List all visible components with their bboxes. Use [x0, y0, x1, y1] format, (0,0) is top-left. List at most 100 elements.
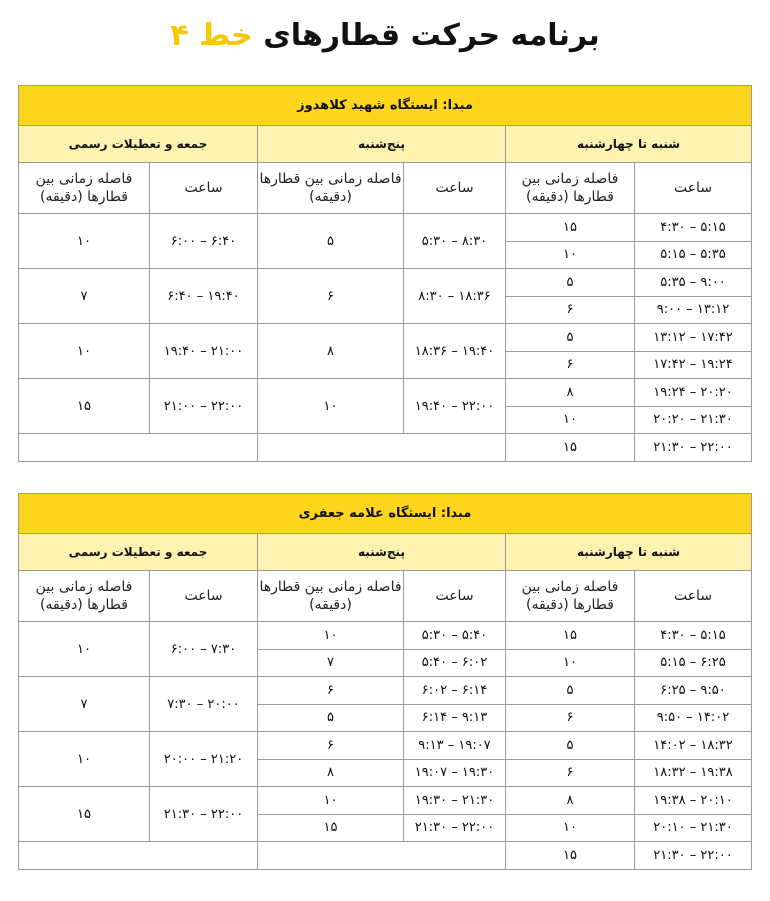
headway-minutes: ۱۰: [258, 622, 403, 649]
time-range: ۱۹:۰۷ – ۱۹:۳۰: [404, 759, 505, 786]
time-range-text: ۶:۴۰ – ۱۹:۴۰: [167, 288, 240, 304]
headway-minutes: ۸: [258, 759, 403, 786]
column-header-time-text: ساعت: [673, 180, 713, 196]
time-range: ۲۱:۳۰ – ۲۲:۰۰: [150, 787, 257, 841]
column-header-interval-text: فاصله زمانی بین قطارها (دقیقه): [259, 579, 402, 613]
empty-cell: [258, 434, 505, 461]
headway-minutes: ۷: [19, 677, 149, 731]
time-range-text: ۱۸:۳۲ – ۱۹:۳۸: [653, 765, 733, 781]
time-range-text: ۹:۱۳ – ۱۹:۰۷: [418, 737, 491, 753]
headway-minutes-text: ۱۵: [563, 627, 577, 643]
time-range: ۵:۳۰ – ۵:۴۰: [404, 622, 505, 649]
column-header-interval-text: فاصله زمانی بین قطارها (دقیقه): [521, 579, 619, 613]
time-range-text: ۱۹:۲۴ – ۲۰:۲۰: [653, 384, 733, 400]
time-range-text: ۱۹:۰۷ – ۱۹:۳۰: [414, 765, 495, 781]
time-range-text: ۱۹:۴۰ – ۲۱:۰۰: [163, 343, 244, 359]
time-range-text: ۱۳:۱۲ – ۱۷:۴۲: [653, 329, 733, 345]
day-header-text: شنبه تا چهارشنبه: [576, 545, 681, 559]
time-range: ۶:۰۰ – ۶:۴۰: [150, 214, 257, 268]
headway-minutes: ۸: [506, 379, 634, 406]
time-range-text: ۶:۰۰ – ۷:۳۰: [170, 641, 237, 657]
time-range: ۱۴:۰۲ – ۱۸:۳۲: [635, 732, 751, 759]
column-header-time-text: ساعت: [184, 588, 223, 604]
headway-minutes: ۸: [506, 787, 634, 814]
time-range-text: ۱۷:۴۲ – ۱۹:۲۴: [653, 357, 733, 373]
headway-minutes-text: ۶: [566, 302, 574, 318]
time-range-text: ۱۴:۰۲ – ۱۸:۳۲: [653, 737, 733, 753]
day-header: جمعه و تعطیلات رسمی: [19, 126, 257, 162]
headway-minutes-text: ۱۵: [563, 219, 577, 235]
column-header-interval-text: فاصله زمانی بین قطارها (دقیقه): [35, 579, 133, 613]
time-range: ۱۹:۳۸ – ۲۰:۱۰: [635, 787, 751, 814]
time-range: ۱۹:۲۴ – ۲۰:۲۰: [635, 379, 751, 406]
time-range: ۴:۳۰ – ۵:۱۵: [635, 214, 751, 241]
time-range-text: ۹:۰۰ – ۱۳:۱۲: [656, 302, 730, 318]
headway-minutes-text: ۱۰: [77, 751, 91, 767]
time-range: ۲۱:۳۰ – ۲۲:۰۰: [404, 814, 505, 841]
time-range: ۶:۱۴ – ۹:۱۳: [404, 704, 505, 731]
day-header: پنج‌شنبه: [258, 534, 505, 570]
time-range: ۴:۳۰ – ۵:۱۵: [635, 622, 751, 649]
headway-minutes: ۱۵: [506, 214, 634, 241]
headway-minutes: ۱۵: [19, 379, 149, 433]
day-header: شنبه تا چهارشنبه: [506, 534, 751, 570]
time-range: ۶:۲۵ – ۹:۵۰: [635, 677, 751, 704]
headway-minutes-text: ۱۰: [323, 792, 338, 808]
headway-minutes: ۶: [506, 704, 634, 731]
headway-minutes-text: ۱۵: [323, 820, 338, 836]
column-header-time: ساعت: [635, 163, 751, 213]
headway-minutes: ۱۵: [506, 434, 634, 461]
time-range-text: ۶:۲۵ – ۹:۵۰: [660, 682, 726, 698]
headway-minutes: ۷: [258, 649, 403, 676]
headway-minutes: ۵: [258, 704, 403, 731]
time-range-text: ۲۰:۲۰ – ۲۱:۳۰: [653, 412, 733, 428]
headway-minutes: ۱۰: [19, 214, 149, 268]
headway-minutes: ۱۰: [258, 787, 403, 814]
headway-minutes: ۸: [258, 324, 403, 378]
column-header-time-text: ساعت: [435, 588, 474, 604]
origin-header-text: مبدا: ایستگاه علامه جعفری: [298, 506, 472, 521]
time-range: ۲۱:۰۰ – ۲۲:۰۰: [150, 379, 257, 433]
time-range: ۵:۱۵ – ۶:۲۵: [635, 649, 751, 676]
time-range: ۲۰:۰۰ – ۲۱:۲۰: [150, 732, 257, 786]
headway-minutes-text: ۱۰: [563, 820, 577, 836]
headway-minutes-text: ۱۵: [77, 398, 91, 414]
headway-minutes-text: ۵: [327, 233, 334, 249]
time-range-text: ۲۱:۰۰ – ۲۲:۰۰: [163, 398, 244, 414]
headway-minutes-text: ۱۰: [323, 627, 338, 643]
column-header-time: ساعت: [404, 571, 505, 621]
time-range: ۵:۳۰ – ۸:۳۰: [404, 214, 505, 268]
headway-minutes: ۱۵: [258, 814, 403, 841]
column-header-time-text: ساعت: [435, 180, 474, 196]
column-header-interval-text: فاصله زمانی بین قطارها (دقیقه): [521, 171, 619, 205]
time-range: ۱۸:۳۶ – ۱۹:۴۰: [404, 324, 505, 378]
time-range-text: ۴:۳۰ – ۵:۱۵: [660, 627, 726, 643]
time-range: ۵:۱۵ – ۵:۳۵: [635, 241, 751, 268]
time-range: ۱۹:۴۰ – ۲۱:۰۰: [150, 324, 257, 378]
headway-minutes-text: ۸: [327, 343, 334, 359]
schedule-table-kolahdooz: مبدا: ایستگاه شهید کلاهدوز شنبه تا چهارشن…: [18, 85, 752, 462]
time-range: ۵:۴۰ – ۶:۰۲: [404, 649, 505, 676]
origin-header: مبدا: ایستگاه شهید کلاهدوز: [19, 86, 751, 125]
headway-minutes-text: ۱۰: [563, 655, 577, 671]
origin-header-text: مبدا: ایستگاه شهید کلاهدوز: [297, 98, 473, 113]
headway-minutes-text: ۱۰: [77, 233, 91, 249]
column-header-time-text: ساعت: [673, 588, 713, 604]
headway-minutes: ۶: [506, 351, 634, 378]
headway-minutes-text: ۶: [327, 682, 334, 698]
schedule-table-allameh-jafari: مبدا: ایستگاه علامه جعفری شنبه تا چهارشنب…: [18, 493, 752, 870]
time-range-text: ۵:۳۵ – ۹:۰۰: [660, 274, 726, 290]
headway-minutes-text: ۶: [327, 737, 334, 753]
empty-cell: [258, 842, 505, 869]
headway-minutes-text: ۶: [566, 765, 574, 781]
column-header-time: ساعت: [635, 571, 751, 621]
time-range-text: ۲۱:۳۰ – ۲۲:۰۰: [163, 806, 244, 822]
time-range-text: ۵:۴۰ – ۶:۰۲: [421, 655, 488, 671]
time-range-text: ۸:۳۰ – ۱۸:۳۶: [418, 288, 491, 304]
column-header-interval: فاصله زمانی بین قطارها (دقیقه): [506, 163, 634, 213]
time-range-text: ۲۱:۳۰ – ۲۲:۰۰: [414, 820, 495, 836]
headway-minutes: ۶: [258, 677, 403, 704]
column-header-time: ساعت: [150, 571, 257, 621]
empty-cell: [19, 434, 257, 461]
time-range-text: ۵:۱۵ – ۵:۳۵: [660, 247, 726, 263]
